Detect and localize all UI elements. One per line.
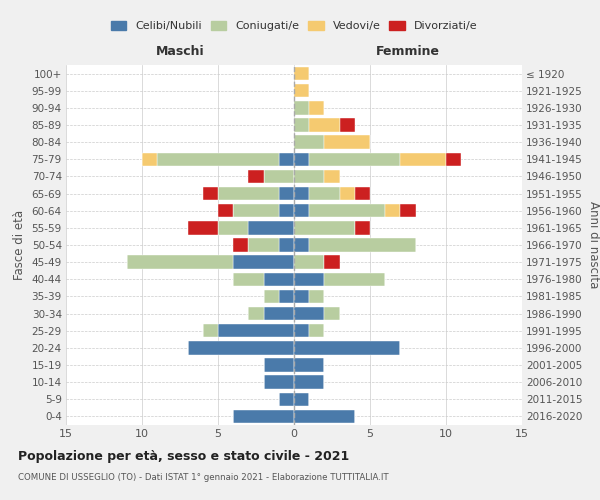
Bar	[248, 238, 279, 252]
Bar	[294, 376, 325, 389]
Bar	[218, 204, 233, 218]
Bar	[325, 170, 340, 183]
Bar	[263, 290, 279, 303]
Bar	[263, 358, 294, 372]
Bar	[309, 204, 385, 218]
Bar	[233, 256, 294, 269]
Bar	[279, 187, 294, 200]
Bar	[294, 341, 400, 354]
Bar	[325, 136, 370, 149]
Bar	[294, 84, 309, 98]
Bar	[340, 187, 355, 200]
Bar	[263, 170, 294, 183]
Text: Popolazione per età, sesso e stato civile - 2021: Popolazione per età, sesso e stato civil…	[18, 450, 349, 463]
Bar	[233, 272, 263, 286]
Bar	[218, 221, 248, 234]
Bar	[248, 221, 294, 234]
Bar	[248, 307, 263, 320]
Bar	[400, 204, 416, 218]
Bar	[279, 238, 294, 252]
Y-axis label: Anni di nascita: Anni di nascita	[587, 202, 599, 288]
Bar	[446, 152, 461, 166]
Y-axis label: Fasce di età: Fasce di età	[13, 210, 26, 280]
Bar	[233, 238, 248, 252]
Bar	[248, 170, 263, 183]
Bar	[127, 256, 233, 269]
Bar	[203, 187, 218, 200]
Bar	[309, 101, 325, 114]
Bar	[263, 376, 294, 389]
Bar	[294, 204, 309, 218]
Bar	[279, 290, 294, 303]
Bar	[294, 238, 309, 252]
Bar	[233, 204, 279, 218]
Bar	[355, 187, 370, 200]
Bar	[294, 324, 309, 338]
Bar	[340, 118, 355, 132]
Bar	[233, 410, 294, 423]
Bar	[294, 187, 309, 200]
Bar	[279, 204, 294, 218]
Bar	[294, 221, 355, 234]
Bar	[294, 290, 309, 303]
Bar	[400, 152, 446, 166]
Bar	[309, 152, 400, 166]
Bar	[294, 256, 325, 269]
Bar	[294, 307, 325, 320]
Bar	[294, 118, 309, 132]
Bar	[203, 324, 218, 338]
Bar	[188, 221, 218, 234]
Bar	[294, 101, 309, 114]
Bar	[294, 152, 309, 166]
Bar	[294, 170, 325, 183]
Bar	[309, 187, 340, 200]
Bar	[188, 341, 294, 354]
Bar	[218, 187, 279, 200]
Bar	[294, 392, 309, 406]
Bar	[309, 324, 325, 338]
Legend: Celibi/Nubili, Coniugati/e, Vedovi/e, Divorziati/e: Celibi/Nubili, Coniugati/e, Vedovi/e, Di…	[106, 16, 482, 36]
Bar	[325, 256, 340, 269]
Bar	[263, 307, 294, 320]
Bar	[294, 358, 325, 372]
Bar	[157, 152, 279, 166]
Text: Maschi: Maschi	[155, 45, 205, 58]
Bar	[309, 238, 416, 252]
Bar	[279, 392, 294, 406]
Bar	[309, 290, 325, 303]
Bar	[325, 272, 385, 286]
Bar	[294, 272, 325, 286]
Bar	[294, 67, 309, 80]
Bar	[385, 204, 400, 218]
Bar	[309, 118, 340, 132]
Bar	[355, 221, 370, 234]
Bar	[263, 272, 294, 286]
Bar	[142, 152, 157, 166]
Text: Femmine: Femmine	[376, 45, 440, 58]
Text: COMUNE DI USSEGLIO (TO) - Dati ISTAT 1° gennaio 2021 - Elaborazione TUTTITALIA.I: COMUNE DI USSEGLIO (TO) - Dati ISTAT 1° …	[18, 472, 389, 482]
Bar	[325, 307, 340, 320]
Bar	[279, 152, 294, 166]
Bar	[218, 324, 294, 338]
Bar	[294, 410, 355, 423]
Bar	[294, 136, 325, 149]
